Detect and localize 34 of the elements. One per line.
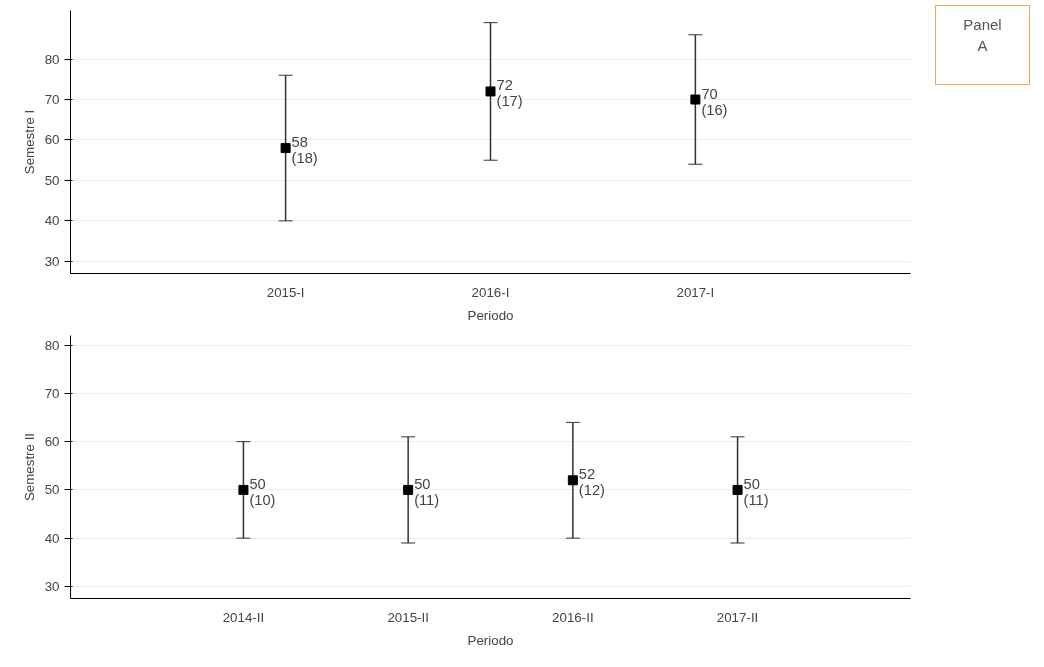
x-tick-label: 2017-II bbox=[716, 609, 759, 625]
y-tick-label: 50 bbox=[44, 172, 60, 188]
y-tick-label: 60 bbox=[44, 132, 60, 148]
data-label: 52 (12) bbox=[578, 466, 605, 499]
data-label: 50 (10) bbox=[249, 475, 276, 508]
y-tick-label: 70 bbox=[44, 385, 60, 401]
text: Panel A bbox=[963, 15, 1002, 57]
y-tick-label: 30 bbox=[44, 253, 60, 269]
y-tick-label: 50 bbox=[44, 482, 60, 498]
data-label: 72 (17) bbox=[496, 77, 523, 110]
x-axis-title: Periodo bbox=[467, 307, 514, 323]
data-label: 50 (11) bbox=[743, 475, 769, 508]
data-label: 58 (18) bbox=[291, 134, 318, 167]
x-tick-label: 2017-I bbox=[676, 284, 715, 300]
y-tick-label: 60 bbox=[44, 434, 60, 450]
data-label: 50 (11) bbox=[414, 475, 440, 508]
y-axis-title: Semestre II bbox=[21, 432, 37, 502]
y-tick-label: 40 bbox=[44, 213, 60, 229]
y-tick-label: 80 bbox=[44, 337, 60, 353]
x-axis-title: Periodo bbox=[467, 632, 514, 648]
point bbox=[690, 94, 701, 105]
y-tick-label: 80 bbox=[44, 51, 60, 67]
x-tick-label: 2014-II bbox=[222, 609, 265, 625]
y-tick-label: 70 bbox=[44, 92, 60, 108]
point bbox=[280, 143, 291, 154]
y-tick-label: 30 bbox=[44, 578, 60, 594]
x-tick-label: 2016-I bbox=[471, 284, 510, 300]
x-tick-label: 2015-II bbox=[387, 609, 429, 625]
y-axis-title: Semestre I bbox=[21, 109, 37, 175]
x-tick-label: 2016-II bbox=[552, 609, 594, 625]
x-tick-label: 2015-I bbox=[266, 284, 305, 300]
data-label: 70 (16) bbox=[701, 85, 728, 118]
point bbox=[485, 86, 496, 97]
y-tick-label: 40 bbox=[44, 530, 60, 546]
